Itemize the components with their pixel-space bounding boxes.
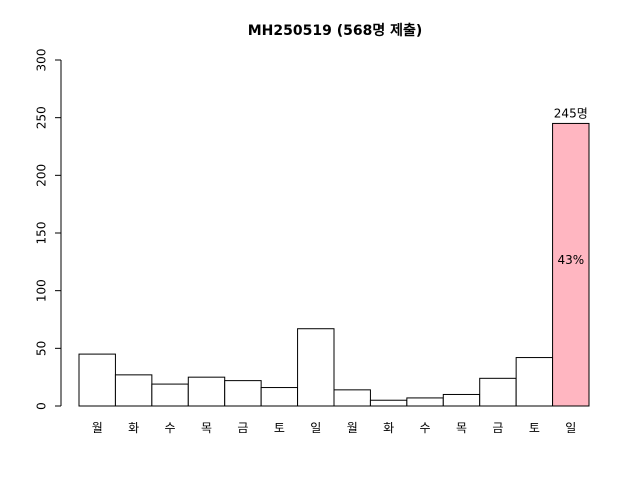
bar	[224, 380, 262, 407]
bar	[479, 377, 517, 407]
x-tick-label: 수	[165, 421, 176, 435]
x-tick-label: 일	[310, 421, 321, 435]
x-tick-label: 목	[456, 421, 467, 435]
y-tick-label: 150	[35, 222, 49, 245]
x-tick-label: 금	[237, 421, 248, 435]
y-tick-label: 300	[35, 49, 49, 72]
y-axis: 0 50 100 150 200 250 300	[35, 49, 62, 410]
bar-top-label: 245명	[554, 106, 588, 120]
bar	[442, 393, 481, 407]
chart-title: MH250519 (568명 제출)	[248, 22, 423, 39]
bar	[406, 397, 444, 407]
x-tick-label: 수	[420, 421, 431, 435]
x-tick-label: 목	[201, 421, 212, 435]
x-tick-label: 토	[529, 421, 540, 435]
y-tick-label: 50	[35, 341, 49, 356]
bar-highlighted	[552, 122, 590, 407]
x-tick-label: 화	[128, 421, 139, 435]
y-tick-label: 100	[35, 279, 49, 302]
x-tick-label: 월	[347, 421, 358, 435]
y-tick-label: 0	[35, 402, 49, 410]
y-tick-label: 200	[35, 164, 49, 187]
bar	[187, 376, 226, 407]
annotations: 245명 43%	[554, 106, 588, 267]
x-tick-label: 일	[565, 421, 576, 435]
bars	[78, 122, 590, 407]
bar	[333, 389, 371, 407]
x-tick-label: 토	[274, 421, 285, 435]
bar-percent-label: 43%	[557, 253, 584, 267]
x-tick-label: 월	[92, 421, 103, 435]
bar	[297, 328, 335, 407]
bar	[78, 353, 116, 407]
bar	[369, 399, 408, 407]
bar	[515, 357, 554, 407]
bar	[260, 387, 299, 407]
x-tick-label: 금	[492, 421, 503, 435]
bar	[114, 374, 153, 407]
x-tick-label: 화	[383, 421, 394, 435]
bar	[151, 383, 189, 407]
y-tick-label: 250	[35, 106, 49, 129]
